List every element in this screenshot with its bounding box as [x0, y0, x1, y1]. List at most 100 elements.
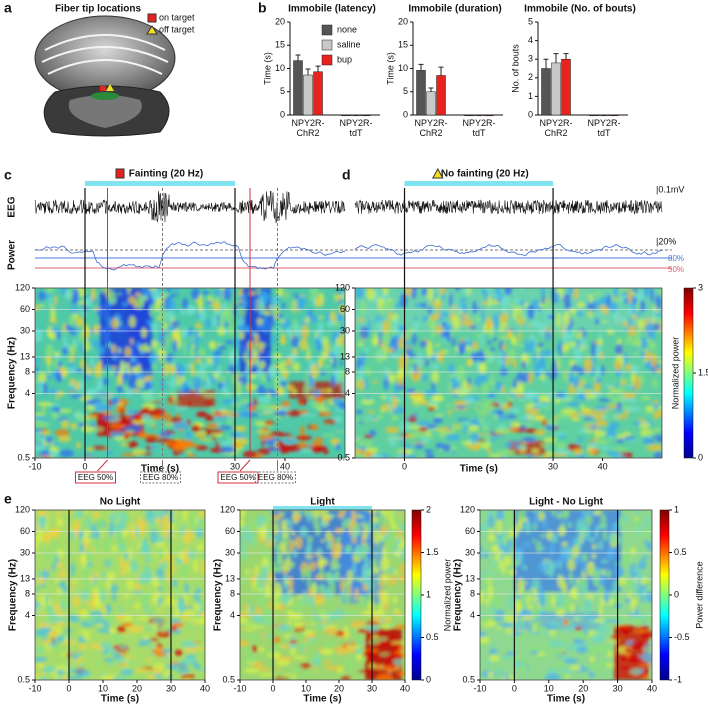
- error-bar: [544, 59, 549, 68]
- colorbar-tick-label: -0.5: [674, 632, 690, 642]
- power-blob: [337, 313, 345, 323]
- power-blob: [472, 347, 476, 353]
- power-blob: [243, 636, 260, 640]
- power-blob: [255, 350, 258, 355]
- power-blob: [632, 315, 637, 321]
- power-blob: [176, 525, 181, 528]
- power-blob: [577, 616, 583, 619]
- power-blob: [199, 669, 208, 672]
- power-blob: [325, 422, 330, 424]
- power-blob: [166, 595, 174, 606]
- power-blob: [525, 339, 529, 355]
- colorbar-tick-label: -1: [674, 674, 682, 684]
- power-blob: [243, 604, 248, 610]
- power-blob: [39, 584, 47, 587]
- power-blob: [305, 555, 314, 558]
- power-blob: [477, 632, 486, 638]
- power-blob: [117, 626, 126, 633]
- power-blob: [276, 433, 292, 436]
- power-blob: [219, 426, 232, 430]
- power-blob: [390, 635, 395, 639]
- power-blob: [96, 304, 103, 315]
- power-blob: [452, 425, 457, 433]
- power-blob: [131, 358, 135, 362]
- y-tick-label: 8: [230, 588, 235, 598]
- power-blob: [198, 348, 206, 357]
- power-blob: [369, 640, 381, 644]
- power-blob: [42, 532, 49, 542]
- power-blob: [616, 438, 624, 443]
- power-blob: [326, 665, 342, 670]
- power-blob: [233, 336, 239, 349]
- power-blob: [407, 418, 417, 422]
- power-blob: [413, 413, 418, 418]
- power-blob: [319, 604, 323, 606]
- power-blob: [505, 675, 509, 682]
- power-blob: [253, 626, 267, 628]
- power-blob: [568, 402, 580, 407]
- power-blob: [152, 576, 160, 587]
- power-blob: [369, 430, 376, 437]
- power-blob: [563, 619, 568, 626]
- power-blob: [639, 664, 653, 667]
- power-blob: [219, 313, 224, 327]
- power-blob: [417, 352, 423, 367]
- power-blob: [392, 508, 397, 524]
- power-blob: [446, 403, 453, 406]
- power-blob: [584, 384, 592, 387]
- power-blob: [506, 636, 520, 641]
- y-tick-label: 13: [20, 351, 30, 361]
- x-tick-label: -10: [28, 683, 41, 693]
- power-blob: [540, 375, 546, 381]
- power-blob: [550, 543, 554, 556]
- power-blob: [570, 603, 574, 612]
- power-blob: [240, 404, 245, 408]
- power-blob: [146, 288, 150, 299]
- power-blob: [307, 536, 313, 542]
- power-blob: [449, 292, 453, 307]
- power-blob: [388, 312, 392, 320]
- power-blob: [323, 641, 334, 648]
- power-blob: [474, 316, 482, 322]
- power-blob: [75, 673, 82, 679]
- power-blob: [43, 382, 47, 394]
- power-blob: [180, 366, 185, 376]
- power-blob: [520, 504, 526, 519]
- power-blob: [72, 595, 80, 607]
- power-blob: [58, 436, 71, 443]
- power-blob: [524, 541, 531, 547]
- power-blob: [536, 541, 541, 553]
- power-blob: [566, 646, 570, 652]
- power-blob: [598, 338, 603, 346]
- power-blob: [542, 419, 546, 423]
- panel-label: e: [4, 491, 12, 507]
- scale-label: |20%: [656, 236, 676, 246]
- power-blob: [461, 441, 472, 445]
- power-blob: [86, 405, 95, 411]
- power-blob: [340, 510, 346, 517]
- power-blob: [55, 429, 70, 436]
- power-blob: [291, 532, 296, 535]
- x-tick-label: 30: [367, 683, 377, 693]
- power-blob: [215, 343, 222, 345]
- power-blob: [555, 442, 566, 449]
- power-blob: [383, 385, 387, 390]
- power-blob: [174, 548, 181, 551]
- power-blob: [358, 421, 365, 423]
- power-blob: [165, 382, 173, 384]
- x-tick-label: 40: [400, 683, 410, 693]
- power-blob: [195, 614, 201, 620]
- power-blob: [349, 627, 357, 633]
- power-blob: [598, 541, 603, 550]
- power-blob: [442, 350, 448, 354]
- power-blob: [565, 675, 569, 679]
- power-blob: [613, 414, 619, 418]
- power-blob: [468, 377, 471, 385]
- power-blob: [547, 315, 555, 319]
- power-blob: [300, 641, 312, 648]
- power-blob: [573, 448, 583, 454]
- power-blob: [123, 594, 130, 598]
- colorbar-label: Power difference: [694, 561, 704, 628]
- power-blob: [105, 604, 111, 608]
- power-blob: [584, 358, 593, 373]
